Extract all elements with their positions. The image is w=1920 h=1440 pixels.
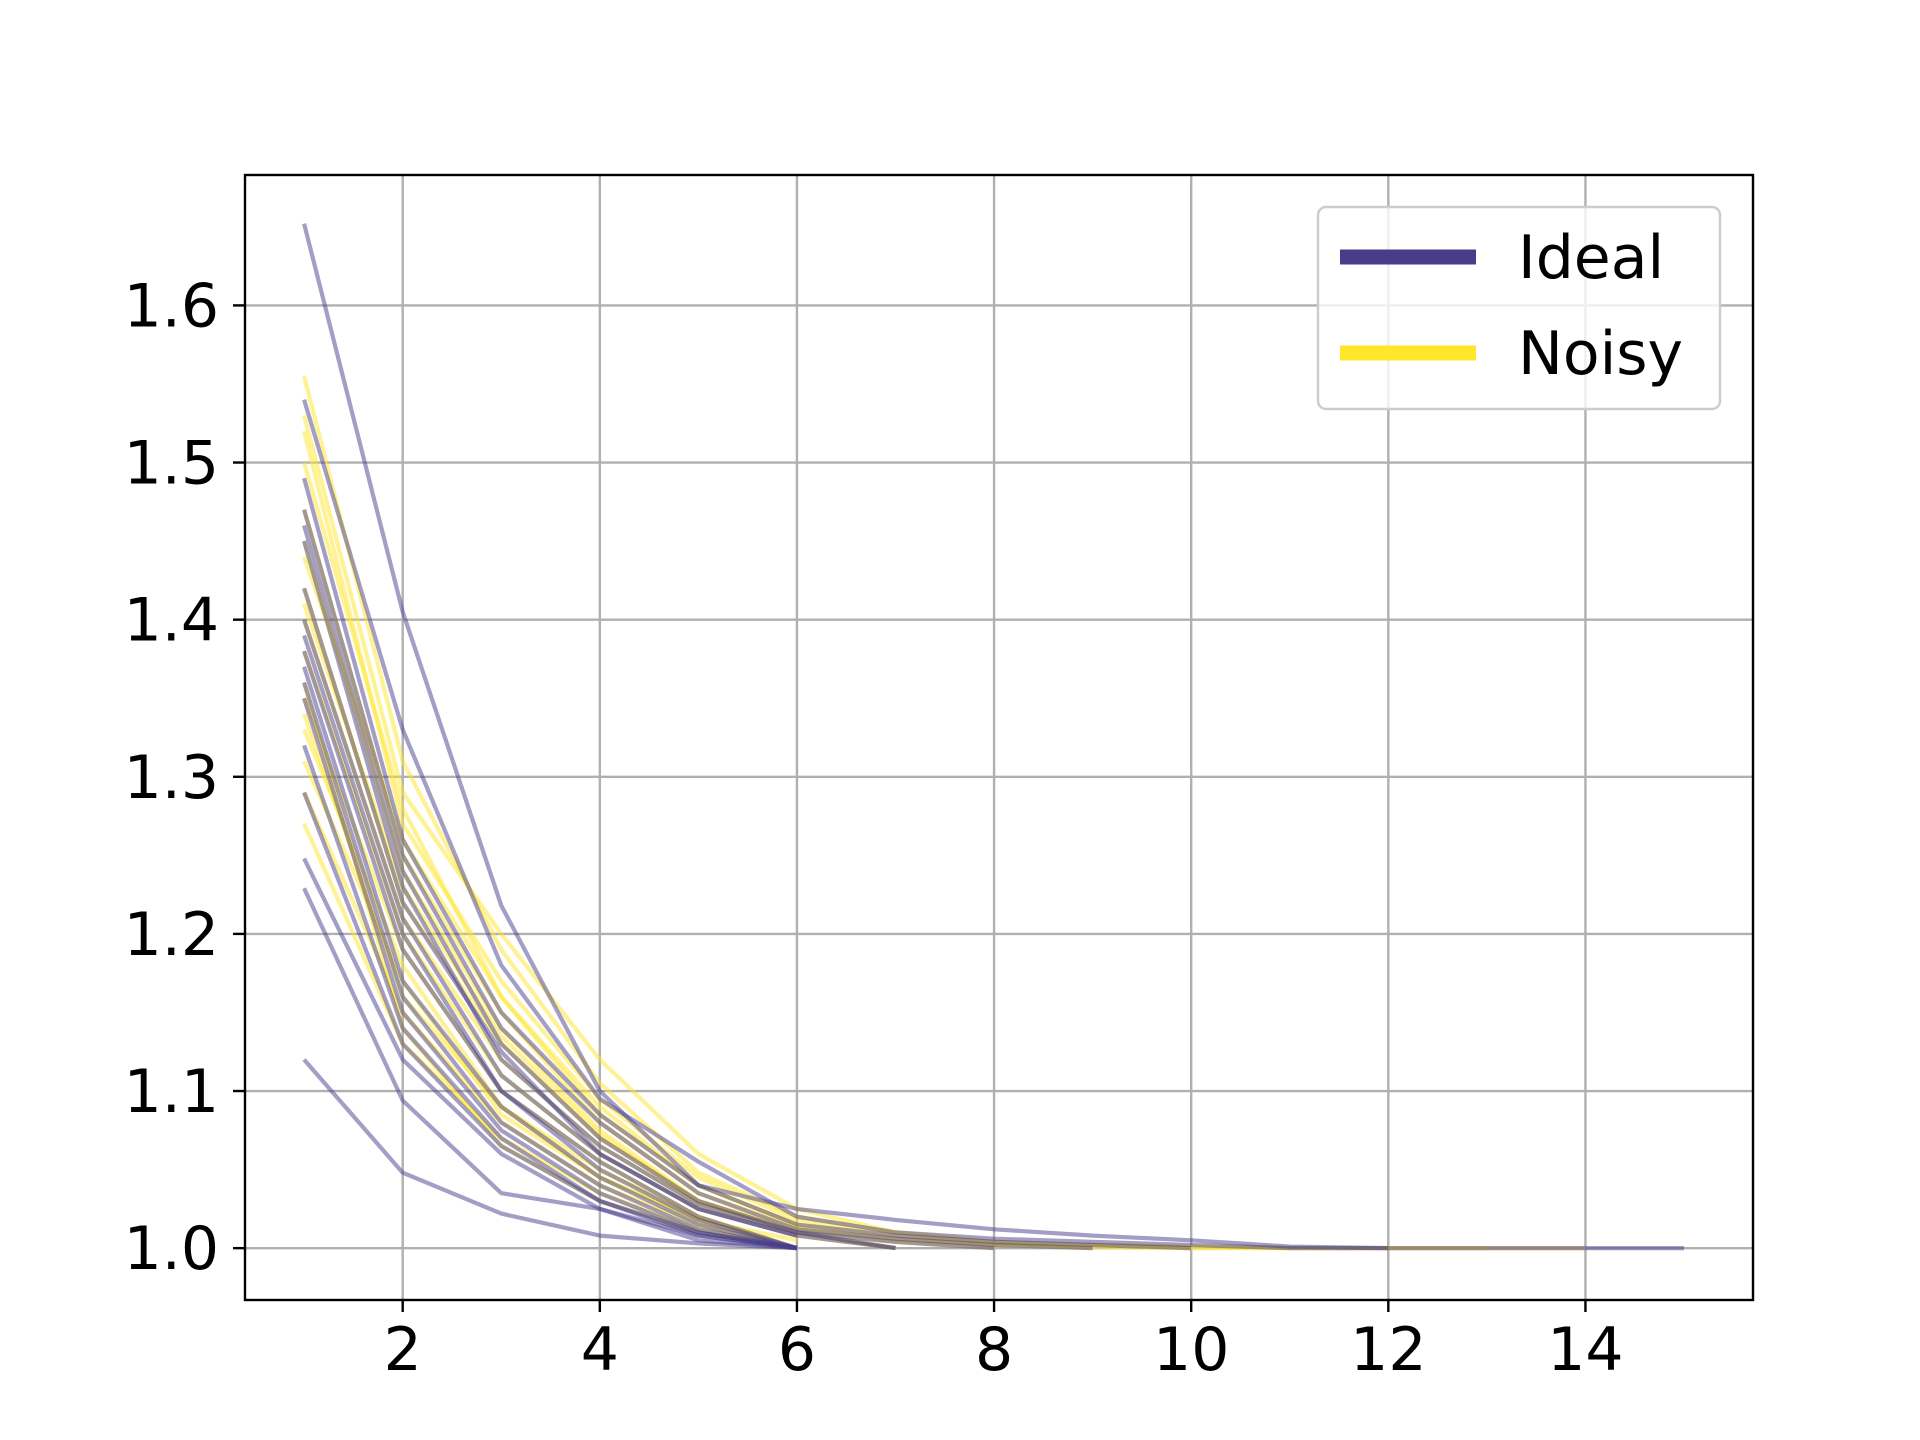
series-group-ideal [302,223,1684,1251]
ideal-series-line-0 [302,223,1684,1251]
y-tick-label-6: 1.6 [124,271,219,341]
x-tick-label-3: 8 [975,1315,1013,1385]
ideal-series-line-17 [302,587,798,1238]
ideal-series-line-3 [302,509,1093,1251]
legend-label-noisy: Noisy [1518,319,1683,389]
ideal-series-line-1 [302,399,1389,1251]
ideal-series-line-14 [302,857,798,1251]
y-tick-label-3: 1.3 [124,743,219,813]
ideal-series-line-4 [302,524,995,1251]
ideal-series-line-2 [302,477,1192,1251]
ideal-series-line-12 [302,744,798,1251]
x-tick-label-5: 12 [1350,1315,1426,1385]
axes-frame [243,173,1755,1302]
x-tick-label-4: 10 [1153,1315,1229,1385]
y-tick-label-2: 1.2 [124,900,219,970]
ideal-series-line-7 [302,634,798,1251]
ideal-series-line-8 [302,650,798,1251]
x-tick-label-0: 2 [384,1315,422,1385]
y-tick-label-5: 1.5 [124,429,219,499]
y-tick-label-0: 1.0 [124,1214,219,1284]
x-tick-label-1: 4 [581,1315,619,1385]
y-tick-label-4: 1.4 [124,586,219,656]
ideal-series-line-5 [302,540,896,1251]
ideal-series-line-16 [302,1058,798,1251]
legend-label-ideal: Ideal [1518,223,1664,293]
x-tick-label-6: 14 [1547,1315,1623,1385]
ideal-series-line-15 [302,887,798,1251]
y-tick-label-1: 1.1 [124,1057,219,1127]
legend: Ideal Noisy [1316,205,1722,411]
grid [245,175,1753,1300]
x-tick-label-2: 6 [778,1315,816,1385]
axis-ticks: 2 4 6 8 10 12 14 1.0 1.1 1.2 1.3 1.4 1.5 1.6 [124,271,1624,1385]
ideal-series-line-9 [302,666,798,1251]
plot-lines [302,223,1684,1251]
ideal-series-line-10 [302,681,798,1251]
